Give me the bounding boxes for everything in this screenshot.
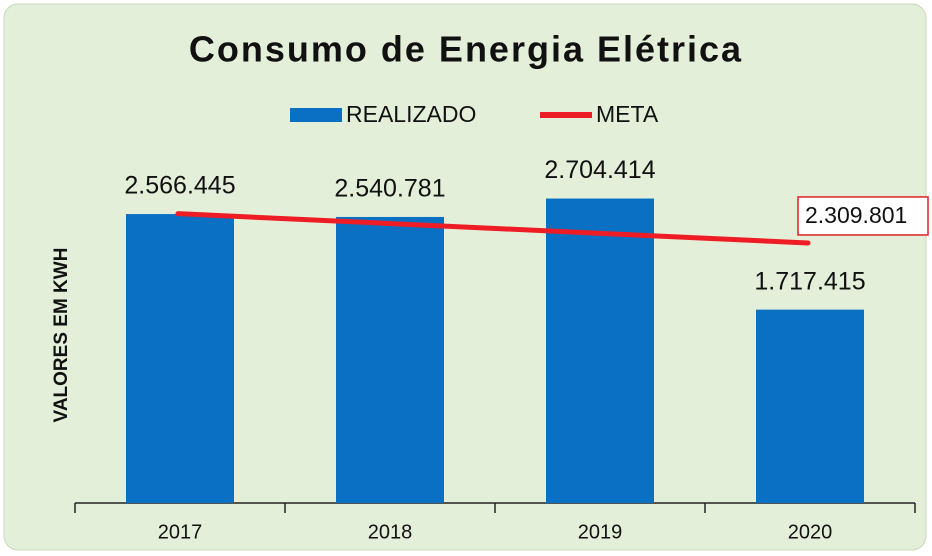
bar [756, 309, 864, 503]
data-label-box [797, 196, 929, 236]
y-axis-label: VALORES EM KWH [51, 248, 72, 423]
data-label: 2.309.801 [805, 202, 907, 228]
legend-label: META [596, 101, 659, 127]
chart-background [3, 3, 927, 551]
data-label: 2.566.445 [124, 172, 235, 200]
x-tick-label: 2017 [158, 521, 203, 543]
x-tick-label: 2018 [368, 521, 413, 543]
chart-title: Consumo de Energia Elétrica [189, 29, 743, 70]
legend-label: REALIZADO [346, 101, 476, 127]
data-label: 2.540.781 [334, 175, 445, 203]
bar [546, 198, 654, 503]
line [175, 211, 811, 246]
bar [336, 216, 444, 504]
x-tick-label: 2019 [578, 521, 623, 543]
data-label: 1.717.415 [754, 267, 865, 295]
x-tick-label: 2020 [788, 521, 833, 543]
bar [126, 214, 234, 503]
data-label: 2.704.414 [544, 156, 655, 184]
legend-swatch [290, 108, 342, 122]
